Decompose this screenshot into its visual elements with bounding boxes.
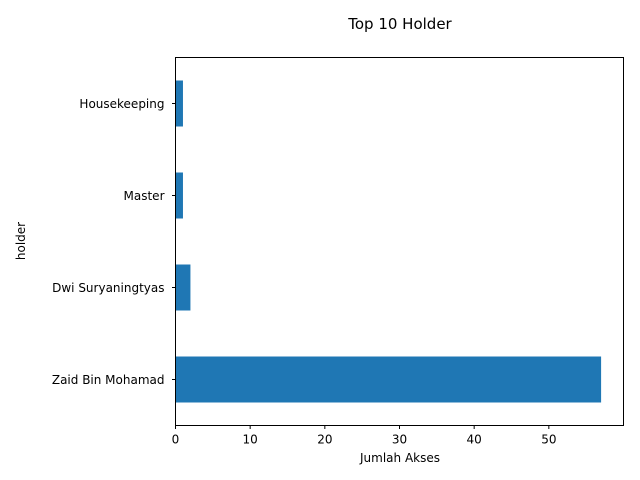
y-tick-label: Master xyxy=(124,189,165,203)
x-tick-label: 10 xyxy=(243,433,258,447)
x-tick-label: 30 xyxy=(392,433,407,447)
x-tick-label: 50 xyxy=(541,433,556,447)
x-tick-label: 0 xyxy=(172,433,180,447)
y-tick-label: Dwi Suryaningtyas xyxy=(52,281,164,295)
bars-group xyxy=(175,80,602,403)
x-tick-label: 40 xyxy=(467,433,482,447)
bar xyxy=(175,80,183,127)
bar xyxy=(175,356,602,403)
y-axis-label: holder xyxy=(14,222,28,260)
chart-title: Top 10 Holder xyxy=(347,15,452,33)
x-axis-ticks: 0 10 20 30 40 50 xyxy=(172,425,556,447)
y-tick-label: Zaid Bin Mohamad xyxy=(52,373,165,387)
bar xyxy=(175,172,183,219)
x-axis-label: Jumlah Akses xyxy=(359,451,440,465)
bar xyxy=(175,264,191,311)
y-tick-label: Housekeeping xyxy=(79,97,164,111)
x-tick-label: 20 xyxy=(317,433,332,447)
y-axis-ticks: Zaid Bin Mohamad Dwi Suryaningtyas Master H… xyxy=(52,97,176,387)
